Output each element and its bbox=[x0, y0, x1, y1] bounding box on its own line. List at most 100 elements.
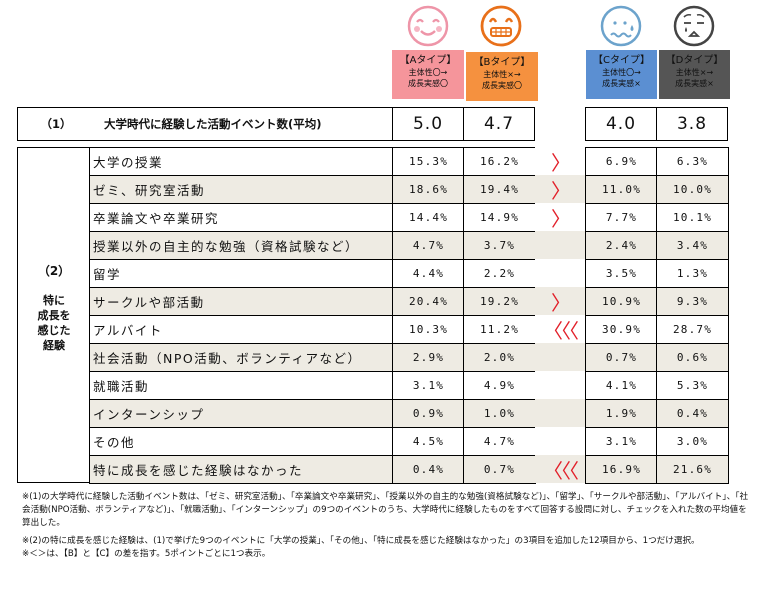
row-label: 特に成長を感じた経験はなかった bbox=[89, 455, 393, 484]
value-d: 10.0% bbox=[656, 175, 729, 204]
footnote-3: ※＜＞は、【B】と【C】の差を指す。5ポイントごとに1つ表示。 bbox=[22, 549, 271, 559]
row-label: サークルや部活動 bbox=[89, 287, 393, 316]
section1-value-b: 4.7 bbox=[463, 107, 535, 141]
diff-arrow-icon: 〉 bbox=[535, 203, 585, 231]
value-b: 16.2% bbox=[463, 147, 536, 176]
table-row: 授業以外の自主的な勉強（資格試験など） 4.7% 3.7% 2.4% 3.4% bbox=[89, 231, 729, 260]
table-row: アルバイト 10.3% 11.2% 〈〈〈 30.9% 28.7% bbox=[89, 315, 729, 344]
value-a: 4.7% bbox=[392, 231, 465, 260]
section1-value-d: 3.8 bbox=[656, 107, 728, 141]
value-b: 4.9% bbox=[463, 371, 536, 400]
diff-arrow-icon: 〉 bbox=[535, 175, 585, 203]
diff-empty bbox=[535, 231, 585, 259]
value-c: 16.9% bbox=[585, 455, 658, 484]
row-label: 社会活動（NPO活動、ボランティアなど） bbox=[89, 343, 393, 372]
section2-label: 特に 成長を 感じた 経験 bbox=[37, 294, 71, 352]
value-c: 1.9% bbox=[585, 399, 658, 428]
value-c: 3.1% bbox=[585, 427, 658, 456]
type-d-label: 【Dタイプ】 主体性×→ 成長実感× bbox=[659, 50, 730, 99]
value-a: 14.4% bbox=[392, 203, 465, 232]
value-b: 14.9% bbox=[463, 203, 536, 232]
table-row: サークルや部活動 20.4% 19.2% 〉 10.9% 9.3% bbox=[89, 287, 729, 316]
happy-face-icon bbox=[407, 5, 449, 47]
value-c: 2.4% bbox=[585, 231, 658, 260]
table-row: 大学の授業 15.3% 16.2% 〉 6.9% 6.3% bbox=[89, 147, 729, 176]
row-label: 卒業論文や卒業研究 bbox=[89, 203, 393, 232]
value-a: 0.4% bbox=[392, 455, 465, 484]
table-row: インターンシップ 0.9% 1.0% 1.9% 0.4% bbox=[89, 399, 729, 428]
value-d: 21.6% bbox=[656, 455, 729, 484]
table-row: 就職活動 3.1% 4.9% 4.1% 5.3% bbox=[89, 371, 729, 400]
diff-empty bbox=[535, 427, 585, 455]
value-d: 1.3% bbox=[656, 259, 729, 288]
value-b: 2.0% bbox=[463, 343, 536, 372]
section2-number: （2） bbox=[37, 264, 71, 278]
diff-arrow-icon: 〉 bbox=[535, 147, 585, 175]
section2-header: （2） 特に 成長を 感じた 経験 bbox=[17, 147, 90, 483]
table-row: ゼミ、研究室活動 18.6% 19.4% 〉 11.0% 10.0% bbox=[89, 175, 729, 204]
value-b: 3.7% bbox=[463, 231, 536, 260]
value-c: 4.1% bbox=[585, 371, 658, 400]
value-a: 10.3% bbox=[392, 315, 465, 344]
value-d: 9.3% bbox=[656, 287, 729, 316]
table-row: 特に成長を感じた経験はなかった 0.4% 0.7% 〈〈〈 16.9% 21.6% bbox=[89, 455, 729, 484]
table-row: その他 4.5% 4.7% 3.1% 3.0% bbox=[89, 427, 729, 456]
section1-title: 大学時代に経験した活動イベント数(平均) bbox=[104, 117, 322, 131]
value-c: 10.9% bbox=[585, 287, 658, 316]
value-b: 1.0% bbox=[463, 399, 536, 428]
value-c: 3.5% bbox=[585, 259, 658, 288]
diff-arrow-icon: 〈〈〈 bbox=[535, 455, 585, 483]
value-c: 0.7% bbox=[585, 343, 658, 372]
value-b: 11.2% bbox=[463, 315, 536, 344]
value-d: 3.0% bbox=[656, 427, 729, 456]
value-a: 18.6% bbox=[392, 175, 465, 204]
diff-arrow-icon: 〉 bbox=[535, 287, 585, 315]
diff-empty bbox=[535, 343, 585, 371]
value-a: 4.5% bbox=[392, 427, 465, 456]
row-label: 大学の授業 bbox=[89, 147, 393, 176]
diff-empty bbox=[535, 259, 585, 287]
row-label: 授業以外の自主的な勉強（資格試験など） bbox=[89, 231, 393, 260]
value-d: 10.1% bbox=[656, 203, 729, 232]
value-a: 2.9% bbox=[392, 343, 465, 372]
value-b: 19.4% bbox=[463, 175, 536, 204]
section1-value-c: 4.0 bbox=[585, 107, 657, 141]
value-a: 0.9% bbox=[392, 399, 465, 428]
value-a: 20.4% bbox=[392, 287, 465, 316]
value-d: 6.3% bbox=[656, 147, 729, 176]
value-d: 0.4% bbox=[656, 399, 729, 428]
value-b: 4.7% bbox=[463, 427, 536, 456]
section1-header: （1） 大学時代に経験した活動イベント数(平均) bbox=[17, 107, 393, 141]
footnotes: ※(1)の大学時代に経験した活動イベント数は、「ゼミ、研究室活動」、「卒業論文や… bbox=[22, 491, 752, 566]
footnote-1: ※(1)の大学時代に経験した活動イベント数は、「ゼミ、研究室活動」、「卒業論文や… bbox=[22, 492, 749, 528]
row-label: 留学 bbox=[89, 259, 393, 288]
diff-empty bbox=[535, 399, 585, 427]
worried-sweat-face-icon bbox=[600, 5, 642, 47]
sad-tear-face-icon bbox=[673, 5, 715, 47]
row-label: ゼミ、研究室活動 bbox=[89, 175, 393, 204]
footnote-2: ※(2)の特に成長を感じた経験は、(1)で挙げた9つのイベントに「大学の授業」、… bbox=[22, 536, 700, 546]
value-b: 0.7% bbox=[463, 455, 536, 484]
table-row: 社会活動（NPO活動、ボランティアなど） 2.9% 2.0% 0.7% 0.6% bbox=[89, 343, 729, 372]
grin-face-icon bbox=[480, 5, 522, 47]
diff-empty bbox=[535, 371, 585, 399]
value-a: 4.4% bbox=[392, 259, 465, 288]
row-label: その他 bbox=[89, 427, 393, 456]
section1-value-a: 5.0 bbox=[392, 107, 464, 141]
value-d: 3.4% bbox=[656, 231, 729, 260]
value-c: 11.0% bbox=[585, 175, 658, 204]
value-d: 28.7% bbox=[656, 315, 729, 344]
value-c: 30.9% bbox=[585, 315, 658, 344]
value-a: 3.1% bbox=[392, 371, 465, 400]
section1-number: （1） bbox=[40, 117, 72, 131]
table-row: 卒業論文や卒業研究 14.4% 14.9% 〉 7.7% 10.1% bbox=[89, 203, 729, 232]
row-label: アルバイト bbox=[89, 315, 393, 344]
value-b: 2.2% bbox=[463, 259, 536, 288]
row-label: インターンシップ bbox=[89, 399, 393, 428]
value-d: 5.3% bbox=[656, 371, 729, 400]
value-b: 19.2% bbox=[463, 287, 536, 316]
type-c-label: 【Cタイプ】 主体性〇→ 成長実感× bbox=[586, 50, 657, 99]
diff-arrow-icon: 〈〈〈 bbox=[535, 315, 585, 343]
table-row: 留学 4.4% 2.2% 3.5% 1.3% bbox=[89, 259, 729, 288]
type-a-label: 【Aタイプ】 主体性〇→ 成長実感〇 bbox=[392, 50, 464, 99]
